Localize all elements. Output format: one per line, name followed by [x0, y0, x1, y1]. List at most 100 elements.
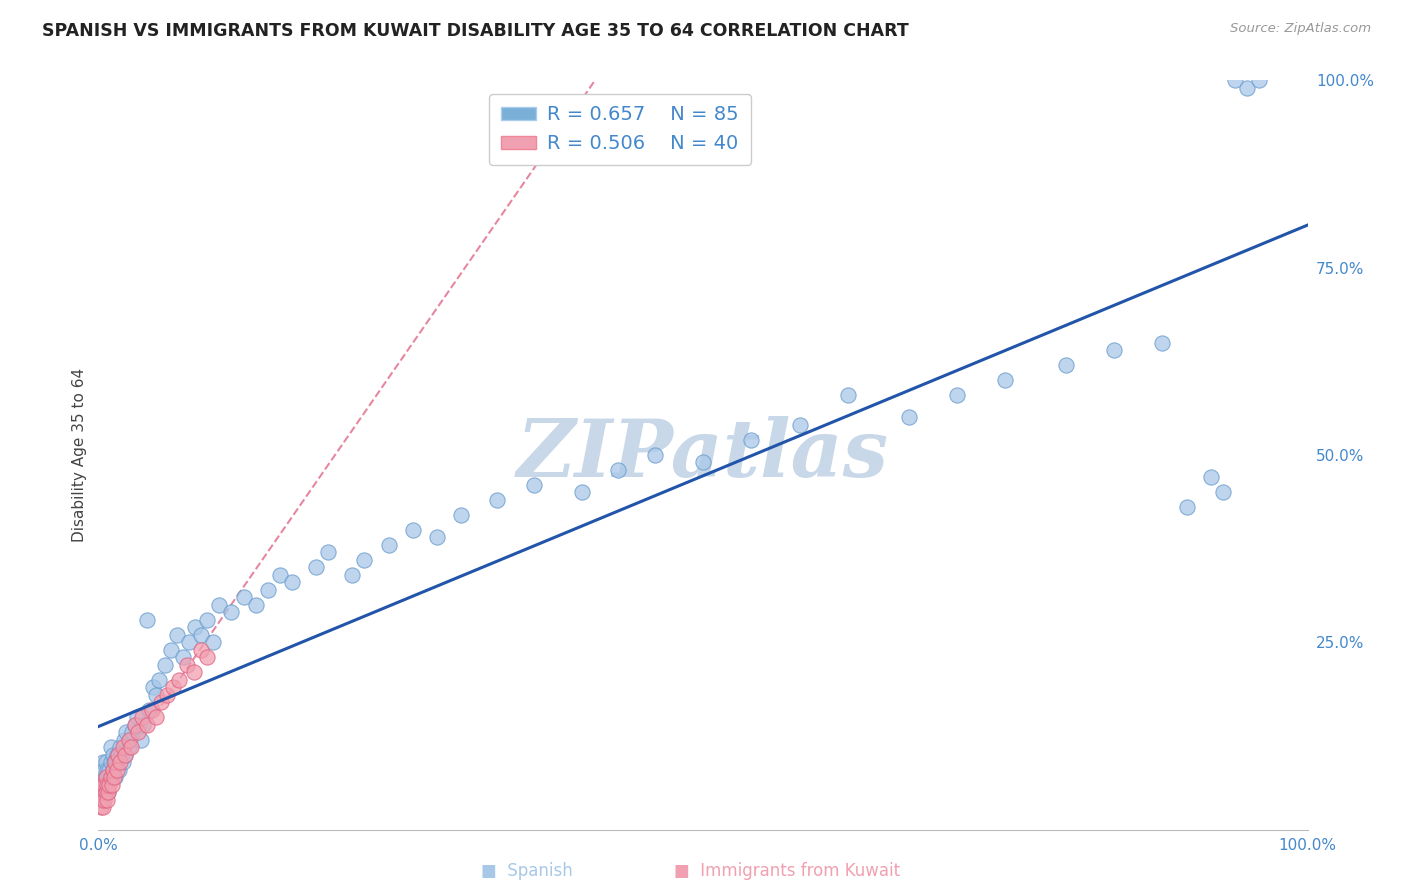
Point	[1236, 80, 1258, 95]
Point	[1102, 343, 1125, 357]
Point	[111, 755, 134, 769]
Point	[108, 755, 131, 769]
Point	[183, 665, 205, 680]
Point	[94, 770, 117, 784]
Point	[195, 650, 218, 665]
Point	[256, 582, 278, 597]
Point	[97, 785, 120, 799]
Point	[1249, 73, 1271, 87]
Point	[100, 770, 122, 784]
Point	[100, 755, 122, 769]
Point	[105, 763, 128, 777]
Point	[120, 740, 142, 755]
Point	[353, 553, 375, 567]
Point	[571, 485, 593, 500]
Point	[190, 628, 212, 642]
Point	[94, 770, 117, 784]
Point	[98, 763, 121, 777]
Point	[316, 545, 339, 559]
Point	[160, 642, 183, 657]
Point	[184, 620, 207, 634]
Point	[129, 732, 152, 747]
Point	[1175, 500, 1198, 515]
Point	[103, 770, 125, 784]
Point	[523, 478, 546, 492]
Point	[138, 703, 160, 717]
Point	[100, 770, 122, 784]
Point	[1152, 335, 1174, 350]
Point	[101, 763, 124, 777]
Point	[91, 792, 114, 806]
Point	[897, 410, 920, 425]
Point	[93, 778, 115, 792]
Point	[450, 508, 472, 522]
Point	[91, 770, 114, 784]
Point	[97, 785, 120, 799]
Point	[305, 560, 328, 574]
Point	[115, 725, 138, 739]
Point	[127, 710, 149, 724]
Point	[281, 575, 304, 590]
Point	[141, 703, 163, 717]
Point	[426, 530, 449, 544]
Point	[994, 373, 1017, 387]
Point	[644, 448, 666, 462]
Point	[121, 725, 143, 739]
Point	[105, 747, 128, 762]
Point	[101, 747, 124, 762]
Point	[111, 740, 134, 755]
Point	[269, 567, 291, 582]
Point	[93, 792, 115, 806]
Point	[91, 785, 114, 799]
Point	[108, 763, 131, 777]
Point	[91, 755, 114, 769]
Point	[96, 778, 118, 792]
Point	[110, 747, 132, 762]
Point	[91, 778, 114, 792]
Point	[118, 732, 141, 747]
Point	[124, 717, 146, 731]
Point	[114, 747, 136, 762]
Point	[179, 635, 201, 649]
Point	[169, 673, 191, 687]
Point	[145, 710, 167, 724]
Point	[90, 785, 112, 799]
Point	[402, 523, 425, 537]
Text: Source: ZipAtlas.com: Source: ZipAtlas.com	[1230, 22, 1371, 36]
Point	[166, 628, 188, 642]
Point	[98, 778, 121, 792]
Point	[150, 695, 173, 709]
Point	[104, 770, 127, 784]
Point	[486, 492, 509, 507]
Point	[342, 567, 364, 582]
Point	[96, 778, 118, 792]
Point	[607, 463, 630, 477]
Point	[837, 388, 859, 402]
Point	[103, 755, 125, 769]
Y-axis label: Disability Age 35 to 64: Disability Age 35 to 64	[72, 368, 87, 542]
Point	[124, 717, 146, 731]
Point	[221, 605, 243, 619]
Point	[156, 688, 179, 702]
Point	[148, 673, 170, 687]
Point	[100, 740, 122, 755]
Point	[108, 740, 131, 755]
Legend: R = 0.657    N = 85, R = 0.506    N = 40: R = 0.657 N = 85, R = 0.506 N = 40	[489, 94, 751, 165]
Point	[135, 717, 157, 731]
Point	[692, 455, 714, 469]
Point	[101, 763, 124, 777]
Point	[145, 688, 167, 702]
Point	[96, 792, 118, 806]
Text: SPANISH VS IMMIGRANTS FROM KUWAIT DISABILITY AGE 35 TO 64 CORRELATION CHART: SPANISH VS IMMIGRANTS FROM KUWAIT DISABI…	[42, 22, 908, 40]
Point	[131, 710, 153, 724]
Point	[245, 598, 267, 612]
Text: ZIPatlas: ZIPatlas	[517, 417, 889, 493]
Point	[127, 725, 149, 739]
Point	[114, 747, 136, 762]
Point	[202, 635, 225, 649]
Point	[789, 417, 811, 432]
Point	[96, 763, 118, 777]
Point	[118, 740, 141, 755]
Point	[195, 613, 218, 627]
Point	[97, 770, 120, 784]
